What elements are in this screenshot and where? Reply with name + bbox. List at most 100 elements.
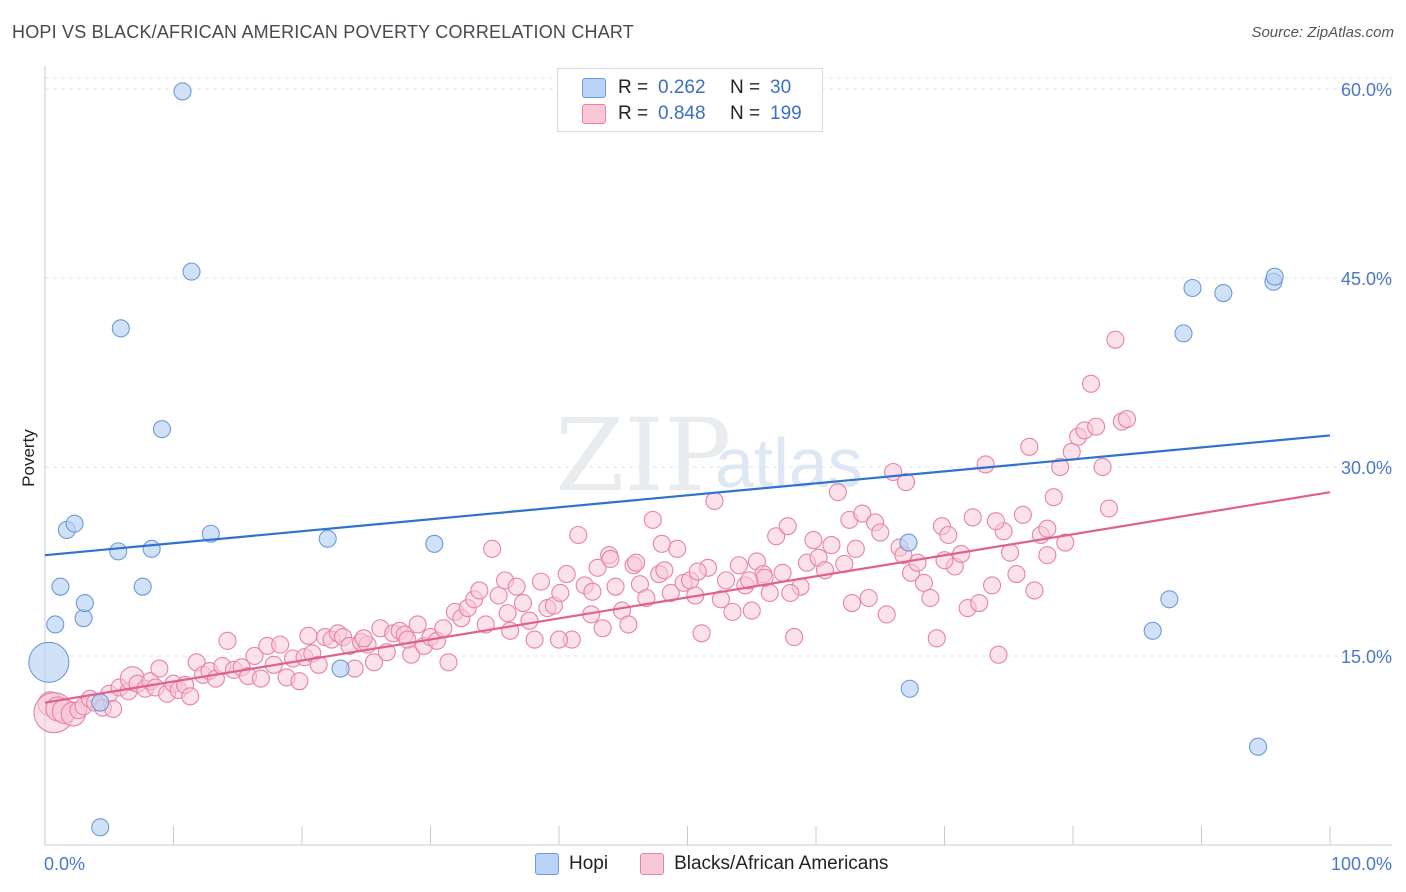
black-point (963, 508, 982, 527)
watermark-zip: ZIP (555, 397, 731, 514)
black-point (760, 583, 779, 603)
hopi-point (1160, 590, 1179, 609)
black-point (982, 576, 1002, 595)
black-point (583, 582, 602, 601)
black-point (1117, 410, 1137, 429)
hopi-point (1248, 737, 1268, 756)
hopi-point (201, 524, 220, 543)
black-point (1038, 546, 1057, 565)
black-point (619, 615, 638, 634)
black-point (470, 581, 489, 600)
black-point (1020, 437, 1039, 456)
chart-title: HOPI VS BLACK/AFRICAN AMERICAN POVERTY C… (12, 22, 634, 42)
black-point (1000, 543, 1020, 562)
black-point (434, 619, 453, 638)
black-point (711, 590, 730, 609)
black-point (1056, 533, 1075, 552)
hopi-point (1174, 324, 1193, 343)
black-point (781, 583, 800, 603)
black-point (549, 630, 569, 649)
black-point (1062, 442, 1081, 461)
black-point (877, 605, 896, 624)
hopi-point (331, 659, 350, 678)
legend-item-hopi[interactable]: Hopi (535, 853, 608, 875)
hopi-point (1214, 283, 1233, 303)
black-swatch (582, 104, 606, 124)
black-point (927, 629, 946, 648)
black-point (828, 483, 847, 502)
legend-label-hopi: Hopi (569, 853, 609, 874)
black-point (661, 583, 680, 603)
hopi-point (182, 262, 201, 281)
black-point (692, 624, 711, 643)
black-point (778, 517, 797, 536)
black-point (251, 669, 270, 688)
hopi-point (133, 577, 152, 596)
black-point (1038, 519, 1057, 538)
y-tick-label: 45.0% (1341, 269, 1392, 289)
n-label: N = (730, 77, 761, 98)
hopi-swatch (535, 853, 559, 875)
black-point (299, 626, 318, 645)
hopi-point (111, 319, 130, 338)
r-label: R = (618, 103, 649, 124)
black-point (773, 563, 792, 582)
black-point (408, 615, 427, 634)
legend-row-black: R = 0.848 N = 199 (582, 103, 802, 125)
y-tick-label: 15.0% (1341, 647, 1392, 667)
y-tick-label: 30.0% (1341, 458, 1392, 478)
hopi-point (51, 577, 70, 596)
black-point (767, 527, 786, 546)
hopi-point (91, 693, 110, 712)
black-point (483, 539, 502, 558)
hopi-point (142, 539, 161, 558)
black-point (588, 558, 607, 577)
black-point (723, 602, 742, 621)
black-point (551, 583, 570, 603)
hopi-point (899, 533, 918, 552)
black-trendline (44, 491, 1331, 704)
black-point (601, 549, 620, 568)
black-point (976, 455, 995, 474)
black-point (1007, 565, 1026, 584)
black-point (593, 619, 612, 638)
black-point (822, 536, 841, 555)
legend-label-black: Blacks/African Americans (674, 853, 889, 874)
hopi-point (91, 818, 110, 837)
black-point (742, 601, 761, 620)
black-point (309, 655, 328, 674)
legend-item-black[interactable]: Blacks/African Americans (640, 853, 888, 875)
source-label: Source: ZipAtlas.com (1251, 24, 1394, 41)
black-point (271, 635, 290, 654)
black-point (398, 630, 417, 649)
black-point (489, 586, 508, 605)
black-point (655, 561, 674, 580)
black-point (627, 553, 646, 572)
black-point (853, 504, 872, 523)
black-point (989, 645, 1008, 664)
black-point (896, 473, 916, 492)
y-tick-label: 60.0% (1341, 80, 1392, 100)
r-value: 0.262 (658, 77, 706, 98)
black-point (1044, 488, 1063, 507)
hopi-point (75, 593, 94, 613)
black-point (290, 672, 309, 691)
black-point (150, 659, 169, 678)
black-point (859, 588, 878, 608)
n-value: 199 (770, 103, 802, 124)
black-point (1013, 505, 1032, 524)
black-point (1087, 417, 1106, 436)
hopi-point (65, 514, 84, 533)
black-point (740, 571, 759, 590)
hopi-point (900, 679, 919, 698)
black-point (606, 577, 625, 596)
black-point (218, 631, 237, 650)
black-point (716, 571, 736, 590)
black-point (688, 562, 707, 581)
black-point (705, 491, 724, 511)
black-point (439, 653, 458, 672)
black-point (507, 577, 526, 596)
black-point (520, 611, 539, 630)
black-point (498, 604, 517, 623)
black-point (986, 512, 1005, 531)
